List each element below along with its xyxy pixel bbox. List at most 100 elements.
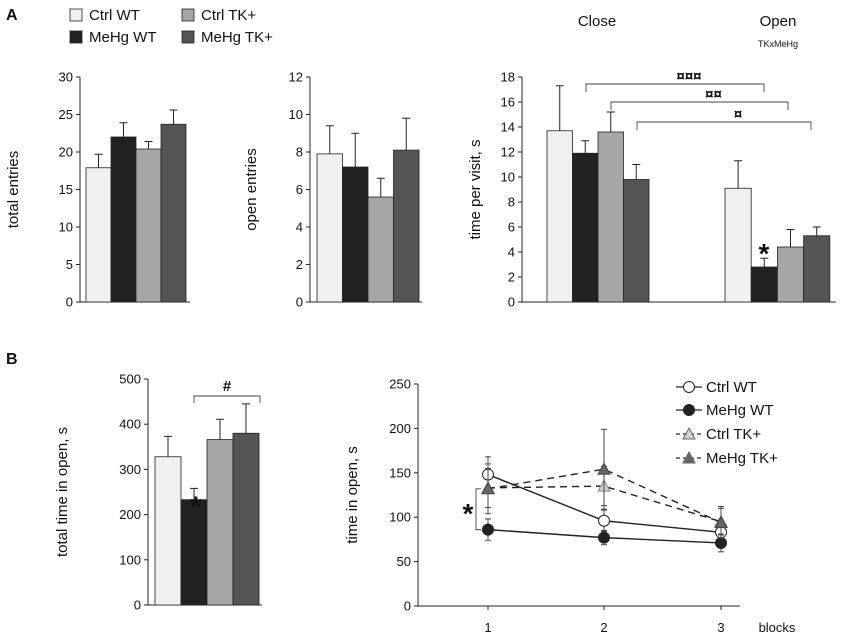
y-tick-label: 12 xyxy=(289,70,303,85)
total-time-open-bar-mehg-wt xyxy=(180,499,208,606)
y-tick-label: 14 xyxy=(501,120,515,135)
y-tick-label: 50 xyxy=(397,554,411,569)
legend-marker-mehg-wt xyxy=(683,404,695,416)
significance-bracket xyxy=(610,101,789,110)
legend-label-mehg-tk-: MeHg TK+ xyxy=(706,450,778,467)
open-bar-mehg-wt xyxy=(750,266,778,303)
y-tick-label: 4 xyxy=(508,245,515,260)
legend-swatch-ctrl-tk- xyxy=(181,8,195,22)
y-tick-label: 2 xyxy=(296,257,303,272)
panel-label-b: B xyxy=(6,351,18,368)
open-entries-bar-ctrl-wt xyxy=(316,153,343,303)
significance-star: * xyxy=(191,491,202,522)
y-tick-label: 10 xyxy=(501,170,515,185)
y-tick-label: 18 xyxy=(501,70,515,85)
y-tick-label: 6 xyxy=(508,220,515,235)
y-tick-label: 30 xyxy=(59,70,73,85)
legend-marker-mehg-tk- xyxy=(682,450,696,464)
total-time-open-bar-ctrl-tk- xyxy=(206,439,234,606)
legend-swatch-mehg-tk- xyxy=(181,30,195,44)
data-point-mehg-tk- xyxy=(481,481,495,495)
y-tick-label: 25 xyxy=(59,107,73,122)
significance-hash: # xyxy=(223,378,232,395)
total-entries-bar-ctrl-wt xyxy=(85,167,112,303)
chart-time-in-open-blocks: 0 50 100 150 200 250 time in open, s 1 2 3 blocks *… xyxy=(344,377,796,636)
data-point-ctrl-wt xyxy=(598,514,610,527)
y-tick-label: 400 xyxy=(119,417,141,432)
legend-label-mehg-wt: MeHg WT xyxy=(89,29,157,46)
y-tick-label: 100 xyxy=(389,510,411,525)
significance-bracket xyxy=(636,121,812,130)
significance-bracket xyxy=(193,395,261,403)
significance-marker: ¤ xyxy=(734,106,742,123)
chart-total-entries: 0 5 10 15 20 25 30 total entries xyxy=(5,70,190,310)
open-bar-ctrl-tk- xyxy=(777,246,805,303)
chart-total-time-in-open: 0 100 200 300 400 500 total time in open, s # * xyxy=(54,372,262,613)
y-tick-label: 0 xyxy=(296,295,303,310)
open-bar-ctrl-wt xyxy=(724,187,752,303)
x-tick-label: 1 xyxy=(484,620,491,635)
legend-label-mehg-tk-: MeHg TK+ xyxy=(201,29,273,46)
chart-open-entries: 0 2 4 6 8 10 12 open entries xyxy=(243,70,422,310)
y-axis-label: open entries xyxy=(243,148,260,231)
x-tick-label: 2 xyxy=(600,620,607,635)
series-line-mehg-tk- xyxy=(487,468,722,524)
open-entries-bar-mehg-tk- xyxy=(393,149,420,303)
y-tick-label: 5 xyxy=(66,257,73,272)
chart-time-per-visit: 0 2 4 6 8 10 12 14 16 18 time per visit, s Close Ope… xyxy=(467,13,836,310)
close-bar-mehg-tk- xyxy=(623,179,650,303)
y-tick-label: 10 xyxy=(59,220,73,235)
y-tick-label: 2 xyxy=(508,270,515,285)
y-tick-label: 0 xyxy=(404,599,411,614)
total-time-open-bar-ctrl-wt xyxy=(154,456,182,606)
data-point-mehg-wt xyxy=(482,523,494,536)
total-entries-bar-ctrl-tk- xyxy=(135,148,162,303)
y-tick-label: 8 xyxy=(508,195,515,210)
significance-bracket xyxy=(585,83,765,92)
y-tick-label: 250 xyxy=(389,377,411,392)
panel-label-a: A xyxy=(6,7,18,24)
significance-star: * xyxy=(759,238,770,269)
open-bar-mehg-tk- xyxy=(803,235,831,303)
close-bar-ctrl-tk- xyxy=(597,131,624,303)
y-tick-label: 150 xyxy=(389,465,411,480)
legend-swatch-ctrl-wt xyxy=(69,8,83,22)
y-tick-label: 10 xyxy=(289,107,303,122)
data-point-mehg-tk- xyxy=(714,515,728,529)
legend-marker-ctrl-tk- xyxy=(682,426,696,440)
y-tick-label: 0 xyxy=(508,295,515,310)
y-tick-label: 12 xyxy=(501,145,515,160)
y-tick-label: 6 xyxy=(296,182,303,197)
y-tick-label: 200 xyxy=(389,421,411,436)
significance-star: * xyxy=(463,498,474,529)
group-subheader-interaction: TKxMeHg xyxy=(758,39,798,49)
total-entries-bar-mehg-tk- xyxy=(160,123,187,303)
y-axis-label: time in open, s xyxy=(344,446,361,544)
y-tick-label: 20 xyxy=(59,145,73,160)
close-bar-mehg-wt xyxy=(572,152,599,303)
data-point-mehg-tk- xyxy=(597,462,611,475)
significance-bracket xyxy=(475,488,481,531)
y-axis-label: total entries xyxy=(5,151,22,229)
group-header-close: Close xyxy=(578,13,616,30)
y-tick-label: 15 xyxy=(59,182,73,197)
x-axis-label: blocks xyxy=(759,620,796,635)
legend-label-mehg-wt: MeHg WT xyxy=(706,402,774,419)
close-bar-ctrl-wt xyxy=(546,130,573,303)
y-axis-label: time per visit, s xyxy=(467,139,484,239)
open-entries-bar-mehg-wt xyxy=(342,166,369,303)
y-tick-label: 16 xyxy=(501,95,515,110)
y-axis-label: total time in open, s xyxy=(54,427,71,557)
legend-panel-a: Ctrl WT MeHg WT Ctrl TK+ MeHg TK+ xyxy=(69,7,273,46)
y-tick-label: 4 xyxy=(296,220,303,235)
significance-marker: ¤¤¤ xyxy=(676,68,701,85)
legend-label-ctrl-tk-: Ctrl TK+ xyxy=(706,426,761,443)
legend-label-ctrl-wt: Ctrl WT xyxy=(706,379,757,396)
y-tick-label: 0 xyxy=(66,295,73,310)
y-tick-label: 8 xyxy=(296,145,303,160)
significance-marker: ¤¤ xyxy=(705,86,722,103)
legend-marker-ctrl-wt xyxy=(683,381,695,393)
y-tick-label: 100 xyxy=(119,552,141,567)
y-tick-label: 500 xyxy=(119,372,141,387)
